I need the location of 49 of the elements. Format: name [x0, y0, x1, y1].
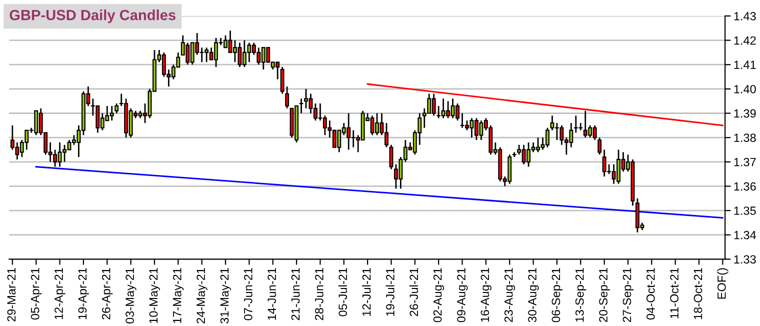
x-tick-label: 23-Aug-21 [504, 268, 516, 322]
x-tick-label: 26-Jul-21 [409, 268, 418, 316]
y-tick-label: 1.40 [734, 84, 756, 94]
candlestick [299, 98, 304, 114]
x-tick-label: 27-Sep-21 [622, 268, 634, 322]
y-tick-label: 1.33 [734, 255, 756, 264]
y-tick-label: 1.39 [734, 109, 756, 118]
chart-title: GBP-USD Daily Candles [10, 10, 176, 24]
y-tick-label: 1.34 [734, 230, 756, 240]
x-tick-label: 31-May-21 [220, 268, 232, 324]
x-tick-label: 12-Jul-21 [362, 268, 371, 316]
x-tick-label: 06-Sep-21 [552, 268, 562, 322]
x-tick-label: 30-Aug-21 [528, 268, 539, 322]
y-tick-label: 1.37 [734, 158, 756, 166]
x-tick-label: EOF() [717, 268, 728, 299]
candlestick [285, 86, 290, 110]
y-tick-label: 1.41 [734, 60, 756, 69]
x-tick-label: 24-May-21 [196, 268, 208, 324]
x-tick-label: 09-Aug-21 [457, 268, 468, 322]
x-tick-label: 16-Aug-21 [480, 268, 492, 322]
x-tick-label: 20-Sep-21 [599, 268, 610, 322]
x-tick-label: 29-Mar-21 [7, 268, 16, 322]
x-tick-label: 05-Apr-21 [30, 268, 42, 320]
x-tick-label: 12-Apr-21 [54, 268, 66, 320]
x-tick-label: 19-Jul-21 [386, 268, 394, 316]
candlestick [598, 136, 602, 156]
x-tick-label: 28-Jun-21 [315, 268, 324, 320]
x-tick-label: 17-May-21 [172, 268, 184, 324]
y-tick-label: 1.38 [734, 134, 756, 142]
x-tick-label: 02-Aug-21 [433, 268, 444, 322]
x-tick-label: 11-Oct-21 [670, 268, 678, 318]
x-tick-label: 07-Jun-21 [244, 268, 252, 320]
x-tick-label: 13-Sep-21 [575, 268, 586, 322]
x-tick-label: 19-Apr-21 [78, 268, 89, 320]
x-tick-label: 04-Oct-21 [646, 268, 655, 320]
x-tick-label: 05-Jul-21 [338, 268, 348, 316]
y-tick-label: 1.36 [734, 182, 756, 191]
x-tick-label: 03-May-21 [126, 268, 136, 324]
x-tick-label: 26-Apr-21 [102, 268, 113, 320]
candlestick [389, 144, 394, 170]
y-tick-label: 1.43 [734, 12, 756, 20]
x-tick-label: 21-Jun-21 [291, 268, 300, 320]
candlestick [114, 102, 119, 114]
y-tick-label: 1.42 [734, 36, 756, 45]
x-tick-label: 14-Jun-21 [268, 268, 276, 320]
x-tick-label: 10-May-21 [149, 268, 160, 324]
y-tick-label: 1.35 [734, 206, 756, 215]
candlestick [280, 66, 284, 94]
x-tick-label: 18-Oct-21 [694, 268, 702, 320]
